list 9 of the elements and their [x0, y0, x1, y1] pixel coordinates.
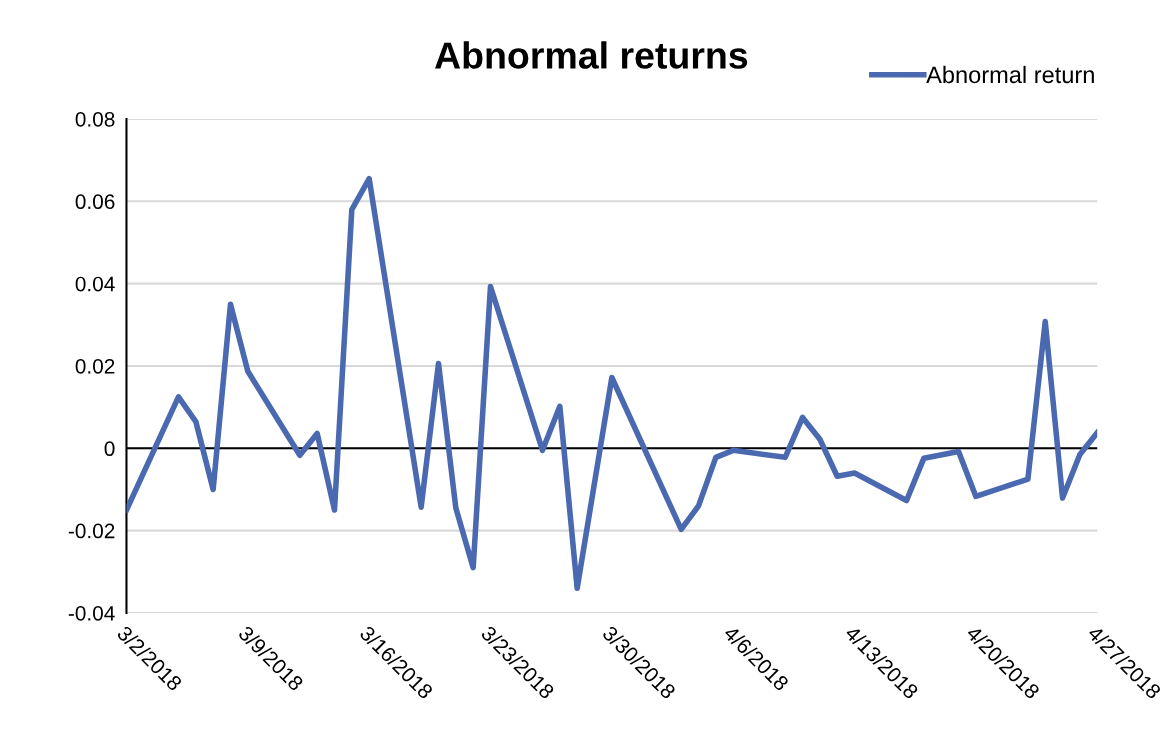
y-tick-label: 0	[104, 441, 115, 457]
y-tick-label: 0.04	[75, 276, 115, 292]
legend-label: Abnormal return	[926, 65, 1094, 84]
y-tick-label: -0.04	[68, 605, 115, 621]
y-tick-label: 0.06	[75, 194, 115, 210]
chart-title: Abnormal returns	[434, 41, 748, 69]
y-tick-label: 0.08	[75, 111, 115, 127]
y-tick-label: -0.02	[68, 523, 115, 539]
y-tick-label: 0.02	[75, 358, 115, 374]
